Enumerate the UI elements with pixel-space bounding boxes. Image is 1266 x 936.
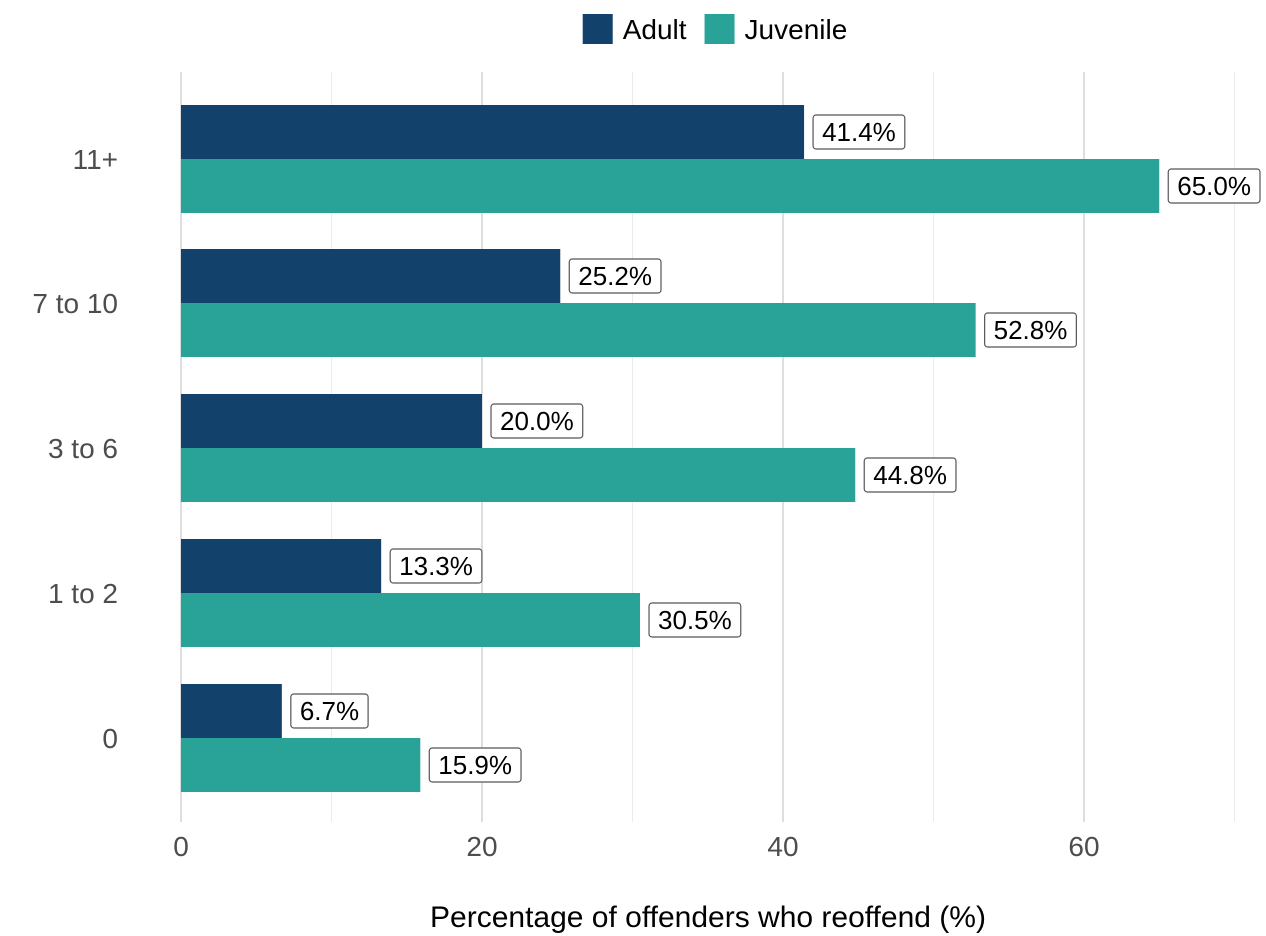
data-label-text: 44.8% xyxy=(873,460,947,490)
bar-adult xyxy=(181,684,282,738)
y-tick-label: 3 to 6 xyxy=(48,433,118,464)
x-tick-label: 20 xyxy=(466,831,497,862)
data-label-text: 65.0% xyxy=(1177,171,1251,201)
bar-juvenile xyxy=(181,448,856,502)
data-label-adult: 13.3% xyxy=(389,548,483,584)
y-tick-label: 11+ xyxy=(73,144,118,175)
bar-juvenile xyxy=(181,593,641,647)
x-tick-label: 0 xyxy=(173,831,189,862)
data-label-juvenile: 65.0% xyxy=(1167,168,1261,204)
data-label-adult: 20.0% xyxy=(490,403,584,439)
data-label-text: 20.0% xyxy=(500,406,574,436)
bar-juvenile xyxy=(181,159,1160,213)
bar-adult xyxy=(181,249,561,303)
y-tick-label: 0 xyxy=(102,723,118,754)
bar-adult xyxy=(181,105,805,159)
legend-item-adult: Adult xyxy=(582,14,687,45)
legend-item-juvenile: Juvenile xyxy=(704,14,848,45)
data-label-juvenile: 15.9% xyxy=(428,747,522,783)
legend: Adult Juvenile xyxy=(582,14,848,45)
data-label-text: 25.2% xyxy=(578,261,652,291)
data-labels: 6.7% 15.9% 13.3% 30.5% 20.0% 44.8% 25.2% 52.8% 4… xyxy=(290,114,1261,783)
legend-key-adult xyxy=(582,14,613,44)
legend-key-juvenile xyxy=(704,14,735,44)
data-label-text: 13.3% xyxy=(399,551,473,581)
x-axis-title: Percentage of offenders who reoffend (%) xyxy=(430,901,986,934)
bars xyxy=(181,105,1160,792)
y-tick-label: 7 to 10 xyxy=(32,288,118,319)
x-axis-tick-labels: 0 20 40 60 xyxy=(173,831,1099,862)
y-tick-label: 1 to 2 xyxy=(48,578,118,609)
data-label-text: 6.7% xyxy=(300,696,359,726)
x-tick-label: 40 xyxy=(767,831,798,862)
data-label-adult: 6.7% xyxy=(290,693,369,729)
data-label-text: 30.5% xyxy=(658,605,732,635)
legend-label-adult: Adult xyxy=(623,14,687,45)
legend-label-juvenile: Juvenile xyxy=(745,14,848,45)
bar-adult xyxy=(181,539,382,593)
x-tick-label: 60 xyxy=(1068,831,1099,862)
data-label-adult: 41.4% xyxy=(812,114,906,150)
data-label-text: 52.8% xyxy=(994,315,1068,345)
data-label-juvenile: 30.5% xyxy=(648,602,742,638)
data-label-juvenile: 52.8% xyxy=(984,312,1077,348)
bar-juvenile xyxy=(181,303,976,357)
bar-juvenile xyxy=(181,738,421,792)
data-label-text: 15.9% xyxy=(438,750,512,780)
data-label-text: 41.4% xyxy=(822,117,896,147)
data-label-juvenile: 44.8% xyxy=(863,457,957,493)
bar-adult xyxy=(181,394,482,448)
y-axis-tick-labels: 0 1 to 2 3 to 6 7 to 10 11+ xyxy=(32,144,118,754)
data-label-adult: 25.2% xyxy=(568,258,662,294)
